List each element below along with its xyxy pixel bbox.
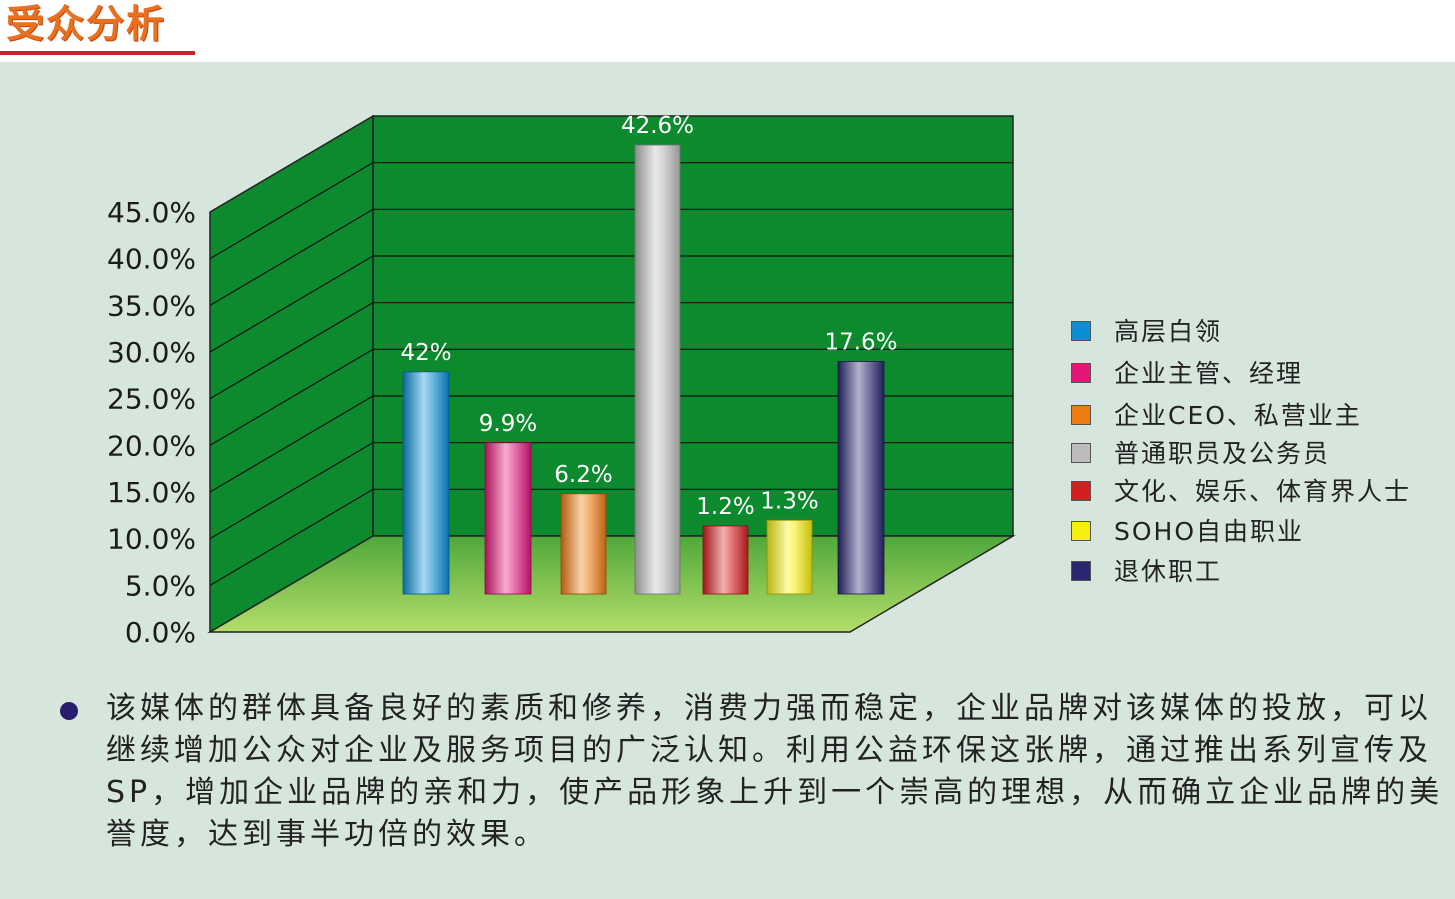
y-tick-label: 5.0% (125, 569, 196, 602)
y-tick-label: 10.0% (107, 523, 196, 556)
legend-swatch (1071, 321, 1091, 341)
legend-swatch (1071, 561, 1091, 581)
legend-swatch (1071, 363, 1091, 383)
y-tick-label: 20.0% (107, 429, 196, 462)
bar-data-label: 42% (400, 340, 451, 366)
bar-data-label: 9.9% (479, 411, 537, 437)
legend-label: 文化、娱乐、体育界人士 (1114, 477, 1412, 506)
legend-item: 企业主管、经理 (1068, 352, 1448, 392)
y-tick-label: 30.0% (107, 336, 196, 369)
legend-label: 高层白领 (1114, 317, 1223, 346)
legend-item: 退休职工 (1068, 550, 1448, 590)
y-tick-label: 0.0% (125, 616, 196, 649)
gridline-side (209, 255, 374, 353)
legend-label: 退休职工 (1114, 557, 1223, 586)
legend-item: SOHO自由职业 (1068, 510, 1448, 550)
y-tick-label: 25.0% (107, 383, 196, 416)
bullet-icon (60, 702, 78, 720)
bar-data-label: 17.6% (824, 329, 897, 355)
gridline-side (209, 442, 374, 540)
legend-label: SOHO自由职业 (1114, 517, 1305, 546)
content-panel: 0.0% 5.0% 10.0% 15.0% 20.0% 25.0% 30.0% 35.0% 40… (0, 62, 1455, 899)
bar-0 (402, 371, 450, 595)
legend-swatch (1071, 481, 1091, 501)
legend-item: 文化、娱乐、体育界人士 (1068, 470, 1448, 510)
bar-chart: 0.0% 5.0% 10.0% 15.0% 20.0% 25.0% 30.0% 35.0% 40… (107, 113, 1016, 649)
header: 受众分析 (0, 0, 1455, 62)
bar-data-label: 1.3% (760, 488, 818, 514)
legend-swatch (1071, 443, 1091, 463)
chart-grid (209, 162, 1013, 586)
bar-5 (766, 519, 813, 595)
y-tick-label: 15.0% (107, 476, 196, 509)
legend-label: 普通职员及公务员 (1114, 439, 1331, 468)
y-axis-ticks: 0.0% 5.0% 10.0% 15.0% 20.0% 25.0% 30.0% 35.0% 40… (107, 196, 196, 649)
legend-swatch (1071, 405, 1091, 425)
y-tick-label: 40.0% (107, 243, 196, 276)
legend-item: 企业CEO、私营业主 (1068, 394, 1448, 434)
summary-text: 该媒体的群体具备良好的素质和修养，消费力强而稳定，企业品牌对该媒体的投放，可以继… (106, 691, 1444, 852)
legend-swatch (1071, 521, 1091, 541)
bar-2 (560, 493, 607, 595)
bar-data-label: 6.2% (554, 462, 612, 488)
y-tick-label: 35.0% (107, 289, 196, 322)
gridline-side (209, 395, 374, 493)
legend-item: 普通职员及公务员 (1068, 432, 1448, 472)
legend-item: 高层白领 (1068, 310, 1448, 350)
legend-label: 企业主管、经理 (1114, 359, 1304, 388)
chart-bars (402, 144, 885, 595)
bar-data-label: 1.2% (696, 494, 754, 520)
bar-6 (837, 361, 885, 595)
bar-1 (484, 442, 532, 595)
gridline-side (209, 162, 374, 260)
page-title: 受众分析 (6, 2, 167, 46)
title-underline (0, 51, 195, 55)
gridline-side (209, 302, 374, 400)
gridline-side (209, 348, 374, 446)
bar-data-label: 42.6% (621, 113, 694, 139)
gridline-side (209, 488, 374, 586)
bar-4 (702, 525, 749, 595)
legend-label: 企业CEO、私营业主 (1114, 401, 1362, 430)
bar-3 (634, 144, 681, 595)
y-tick-label: 45.0% (107, 196, 196, 229)
back-wall (372, 115, 1014, 537)
chart-walls (207, 114, 1016, 634)
chart-data-labels: 42% 9.9% 6.2% 42.6% 1.2% 1.3% 17.6% (400, 113, 897, 520)
gridline-side (209, 208, 374, 306)
